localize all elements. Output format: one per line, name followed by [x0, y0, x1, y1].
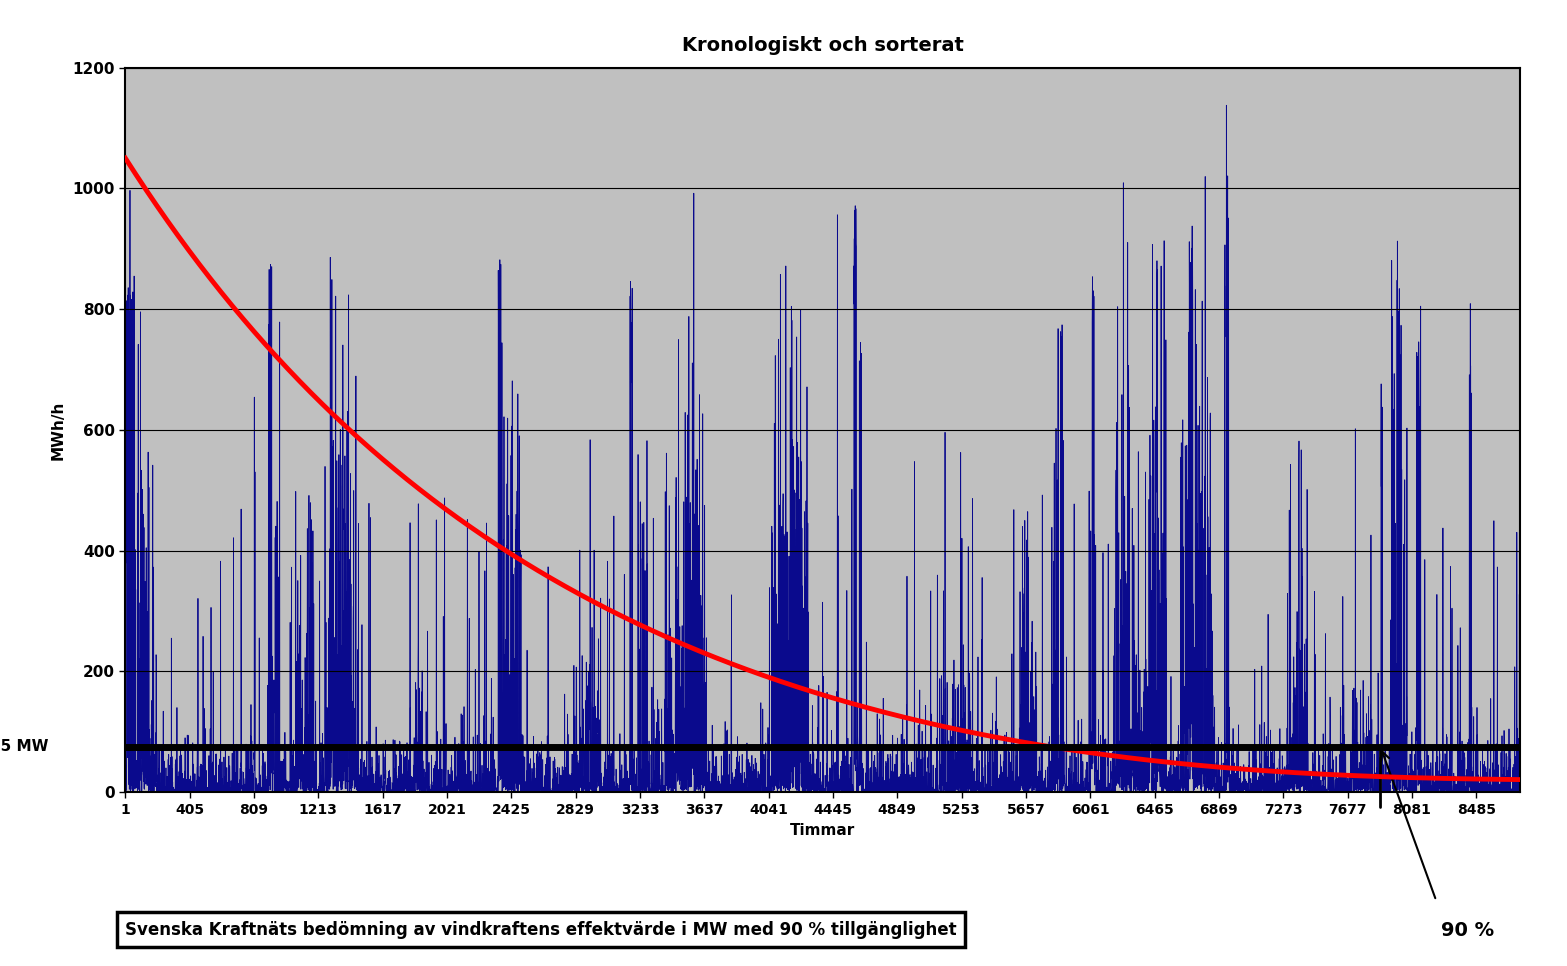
Text: 90 %: 90 %: [1442, 922, 1495, 941]
Text: Svenska Kraftnäts bedömning av vindkraftens effektvärde i MW med 90 % tillgängli: Svenska Kraftnäts bedömning av vindkraft…: [125, 921, 957, 939]
Text: 75 MW: 75 MW: [0, 739, 49, 754]
Title: Kronologiskt och sorterat: Kronologiskt och sorterat: [682, 36, 964, 55]
Y-axis label: MWh/h: MWh/h: [50, 400, 66, 460]
X-axis label: Timmar: Timmar: [790, 823, 856, 838]
